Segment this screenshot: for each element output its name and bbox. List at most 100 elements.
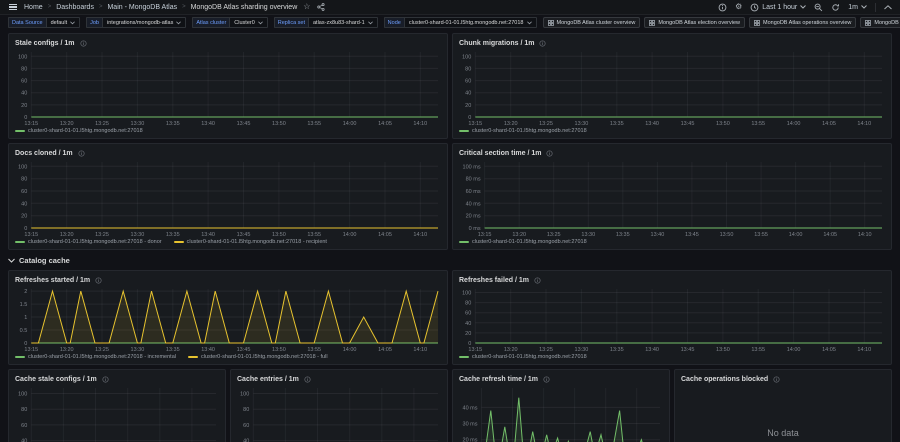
share-icon[interactable] — [317, 3, 325, 11]
legend-swatch — [15, 356, 25, 358]
breadcrumb-dashboards[interactable]: Dashboards — [56, 3, 94, 11]
svg-text:13:25: 13:25 — [539, 121, 553, 126]
svg-text:60: 60 — [465, 79, 471, 85]
dashboard-grid-icon — [547, 19, 554, 26]
legend-item[interactable]: cluster0-shard-01-01.l5htg.mongodb.net:2… — [459, 128, 587, 134]
panel-title[interactable]: Stale configs / 1m — [15, 38, 441, 49]
legend-label: cluster0-shard-01-01.l5htg.mongodb.net:2… — [28, 128, 143, 134]
legend-label: cluster0-shard-01-01.l5htg.mongodb.net:2… — [28, 239, 162, 245]
panel-info-icon[interactable] — [102, 376, 109, 383]
panel-title[interactable]: Cache refresh time / 1m — [459, 374, 663, 385]
svg-text:13:50: 13:50 — [716, 347, 730, 352]
chart-critical-section-time[interactable]: 0 ms 20 ms 40 ms 60 ms 80 ms 100 ms 13:15 13:20… — [459, 159, 885, 237]
info-circle-icon[interactable] — [718, 3, 727, 12]
svg-text:13:50: 13:50 — [272, 232, 286, 237]
datasource-value: default — [50, 19, 68, 26]
chart-refreshes-failed[interactable]: 0 20 40 60 80 100 13:15 13:20 13:25 13:30 13:35 13:… — [459, 286, 885, 352]
replica-set-select[interactable]: atlas-zx8u83-shard-1 — [308, 17, 378, 28]
legend-item[interactable]: cluster0-shard-01-01.l5htg.mongodb.net:2… — [459, 239, 587, 245]
legend-item[interactable]: cluster0-shard-01-01.l5htg.mongodb.net:2… — [187, 354, 328, 360]
svg-text:13:25: 13:25 — [547, 232, 561, 237]
atlas-cluster-select[interactable]: Cluster0 — [229, 17, 268, 28]
legend-item[interactable]: cluster0-shard-01-01.l5htg.mongodb.net:2… — [173, 239, 327, 245]
link-label: MongoDB Atlas performance overview — [874, 19, 900, 26]
svg-text:100: 100 — [18, 54, 27, 60]
breadcrumb-folder[interactable]: Main - MongoDB Atlas — [107, 3, 178, 11]
svg-text:0: 0 — [468, 115, 471, 121]
svg-text:13:45: 13:45 — [237, 121, 251, 126]
refresh-icon[interactable] — [831, 3, 840, 12]
svg-text:13:55: 13:55 — [751, 121, 765, 126]
svg-text:14:10: 14:10 — [413, 232, 427, 237]
panel-info-icon[interactable] — [79, 40, 87, 47]
svg-text:13:25: 13:25 — [95, 232, 109, 237]
panel-info-icon[interactable] — [304, 376, 311, 383]
chart-cache-stale-configs[interactable]: 02040608010013:1513:2513:3513:4513:5514:… — [15, 385, 219, 442]
link-cluster-overview[interactable]: MongoDB Atlas cluster overview — [542, 17, 641, 28]
atlas-cluster-value: Cluster0 — [234, 19, 255, 26]
svg-text:80: 80 — [465, 66, 471, 72]
chart-docs-cloned[interactable]: 0 20 40 60 80 100 13:15 13:20 13:25 13:30 13:35 13:… — [15, 159, 441, 237]
refresh-interval-dropdown[interactable]: 1m — [848, 4, 867, 11]
link-operations-overview[interactable]: MongoDB Atlas operations overview — [749, 17, 857, 28]
panel-title[interactable]: Cache stale configs / 1m — [15, 374, 219, 385]
node-select[interactable]: cluster0-shard-01-01.l5htg.mongodb.net:2… — [403, 17, 537, 28]
panel-title[interactable]: Refreshes failed / 1m — [459, 275, 885, 286]
variable-label: Data Source — [8, 17, 46, 28]
panel-title[interactable]: Refreshes started / 1m — [15, 275, 441, 286]
svg-text:40 ms: 40 ms — [466, 201, 481, 207]
panel-info-icon[interactable] — [78, 150, 85, 157]
panel-title[interactable]: Docs cloned / 1m — [15, 148, 441, 159]
legend: cluster0-shard-01-01.l5htg.mongodb.net:2… — [459, 237, 885, 247]
variable-label: Job — [86, 17, 102, 28]
panel-title-text: Cache refresh time / 1m — [459, 376, 538, 383]
panel-info-icon[interactable] — [539, 40, 547, 47]
legend-item[interactable]: cluster0-shard-01-01.l5htg.mongodb.net:2… — [15, 354, 176, 360]
svg-text:14:05: 14:05 — [822, 121, 836, 126]
link-election-overview[interactable]: MongoDB Atlas election overview — [644, 17, 745, 28]
row-toggle-catalog-cache[interactable]: Catalog cache — [8, 254, 892, 266]
panel-info-icon[interactable] — [95, 277, 102, 284]
menu-toggle-icon[interactable] — [8, 3, 18, 12]
legend-swatch — [459, 241, 469, 243]
panel-title[interactable]: Critical section time / 1m — [459, 148, 885, 159]
panel-title[interactable]: Chunk migrations / 1m — [459, 38, 885, 49]
svg-text:20: 20 — [21, 103, 27, 109]
dashboard-grid-icon — [865, 19, 872, 26]
svg-text:80: 80 — [465, 301, 471, 307]
svg-text:13:45: 13:45 — [237, 232, 251, 237]
panel-title[interactable]: Cache entries / 1m — [237, 374, 441, 385]
legend-item[interactable]: cluster0-shard-01-01.l5htg.mongodb.net:2… — [15, 239, 162, 245]
legend-swatch — [187, 356, 198, 358]
gear-icon[interactable]: ⚙ — [735, 2, 743, 11]
breadcrumb-home[interactable]: Home — [24, 3, 43, 11]
legend-item[interactable]: cluster0-shard-01-01.l5htg.mongodb.net:2… — [459, 354, 587, 360]
chevron-up-icon[interactable] — [884, 4, 892, 10]
chart-chunk-migrations[interactable]: 0 20 40 60 80 100 13:15 13:20 13:25 13:30 13:35 13:… — [459, 49, 885, 126]
panel-info-icon[interactable] — [534, 277, 541, 284]
svg-text:80: 80 — [21, 177, 27, 183]
time-range-picker[interactable]: Last 1 hour — [750, 3, 807, 12]
chevron-down-icon — [176, 20, 182, 24]
link-label: MongoDB Atlas operations overview — [763, 19, 852, 26]
panel-info-icon[interactable] — [543, 376, 550, 383]
svg-text:13:30: 13:30 — [575, 121, 589, 126]
chart-stale-configs[interactable]: 0 20 40 60 80 100 13:15 13:20 13:25 13:30 13:35 13:… — [15, 49, 441, 126]
svg-text:13:35: 13:35 — [610, 121, 624, 126]
legend-item[interactable]: cluster0-shard-01-01.l5htg.mongodb.net:2… — [15, 128, 143, 134]
job-select[interactable]: integrations/mongodb-atlas — [101, 17, 187, 28]
dashboard-links: MongoDB Atlas cluster overview MongoDB A… — [542, 17, 900, 28]
panel-info-icon[interactable] — [546, 150, 554, 157]
svg-text:14:10: 14:10 — [857, 121, 871, 126]
zoom-out-icon[interactable] — [814, 3, 823, 12]
datasource-select[interactable]: default — [45, 17, 81, 28]
chart-cache-entries[interactable]: 02040608010013:1513:2513:3513:4513:5514:… — [237, 385, 441, 442]
panel-info-icon[interactable] — [773, 376, 780, 383]
dashboard-grid: Stale configs / 1m 0 20 40 60 80 100 13:15 13:2… — [0, 30, 900, 442]
link-performance-overview[interactable]: MongoDB Atlas performance overview — [860, 17, 900, 28]
panel-title[interactable]: Cache operations blocked — [681, 374, 885, 385]
chart-refreshes-started[interactable]: 0 0.5 1 1.5 2 13:15 13:20 13:25 13:30 13:35 13:40 1… — [15, 286, 441, 352]
star-icon[interactable]: ☆ — [303, 2, 311, 11]
panel-critical-section-time: Critical section time / 1m 0 ms 20 ms 40 m… — [452, 143, 892, 250]
